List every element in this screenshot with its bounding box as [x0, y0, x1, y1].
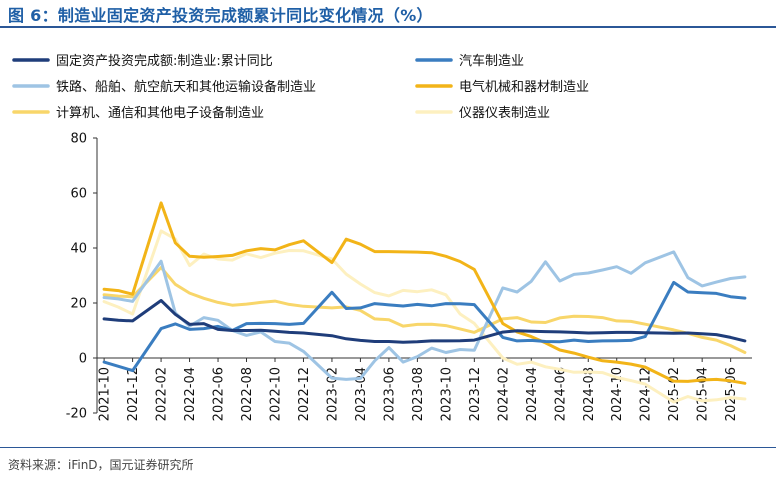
x-tick-label: 2024-10 [610, 367, 625, 421]
y-tick-label: 0 [79, 352, 87, 367]
title-divider [0, 26, 776, 28]
y-tick-label: -20 [66, 407, 87, 422]
legend-label-4: 计算机、通信和其他电子设备制造业 [56, 105, 264, 121]
footer-divider [0, 447, 776, 448]
x-tick-label: 2021-10 [98, 367, 113, 421]
x-tick-label: 2022-08 [240, 367, 255, 421]
y-tick-label: 80 [70, 132, 87, 147]
x-tick-label: 2024-02 [496, 367, 511, 421]
x-tick-label: 2024-06 [553, 367, 568, 421]
x-tick-label: 2023-02 [325, 367, 340, 421]
x-tick-label: 2024-12 [639, 367, 654, 421]
x-tick-label: 2022-12 [297, 367, 312, 421]
x-tick-label: 2025-02 [667, 367, 682, 421]
source-note: 资料来源：iFinD，国元证券研究所 [8, 458, 194, 472]
series-line-3 [102, 201, 747, 385]
y-tick-label: 20 [70, 297, 87, 312]
series-line-5 [102, 229, 747, 404]
legend-label-1: 汽车制造业 [459, 53, 524, 69]
legend-label-5: 仪器仪表制造业 [459, 106, 550, 121]
x-tick-label: 2023-12 [468, 367, 483, 421]
x-tick-label: 2024-08 [582, 367, 597, 421]
series-line-4 [102, 266, 747, 354]
x-tick-label: 2025-04 [696, 367, 711, 421]
x-tick-label: 2023-04 [354, 367, 369, 421]
legend-label-3: 电气机械和器材制造业 [459, 79, 589, 95]
legend-label-2: 铁路、船舶、航空航天和其他运输设备制造业 [56, 79, 316, 95]
x-tick-label: 2022-04 [183, 367, 198, 421]
x-tick-label: 2022-02 [155, 367, 170, 421]
legend-label-0: 固定资产投资完成额:制造业:累计同比 [56, 53, 273, 69]
y-tick-label: 40 [70, 242, 87, 257]
series-line-0 [102, 299, 747, 344]
series-line-2 [102, 250, 747, 381]
x-tick-label: 2023-10 [439, 367, 454, 421]
x-tick-label: 2022-06 [212, 367, 227, 421]
series-lines [102, 201, 747, 404]
legend: 固定资产投资完成额:制造业:累计同比 汽车制造业铁路、船舶、航空航天和其他运输设备… [12, 53, 589, 121]
x-tick-label: 2023-08 [411, 367, 426, 421]
x-tick-label: 2025-06 [724, 367, 739, 421]
x-tick-label: 2022-10 [268, 367, 283, 421]
x-tick-label: 2023-06 [382, 367, 397, 421]
chart-title: 图 6：制造业固定资产投资完成额累计同比变化情况（%） [8, 6, 433, 25]
y-tick-label: 60 [70, 187, 87, 202]
x-tick-label: 2024-04 [525, 367, 540, 421]
series-line-1 [102, 280, 747, 373]
line-chart: 固定资产投资完成额:制造业:累计同比 汽车制造业铁路、船舶、航空航天和其他运输设备… [12, 53, 752, 422]
x-tick-label: 2021-12 [126, 367, 141, 421]
